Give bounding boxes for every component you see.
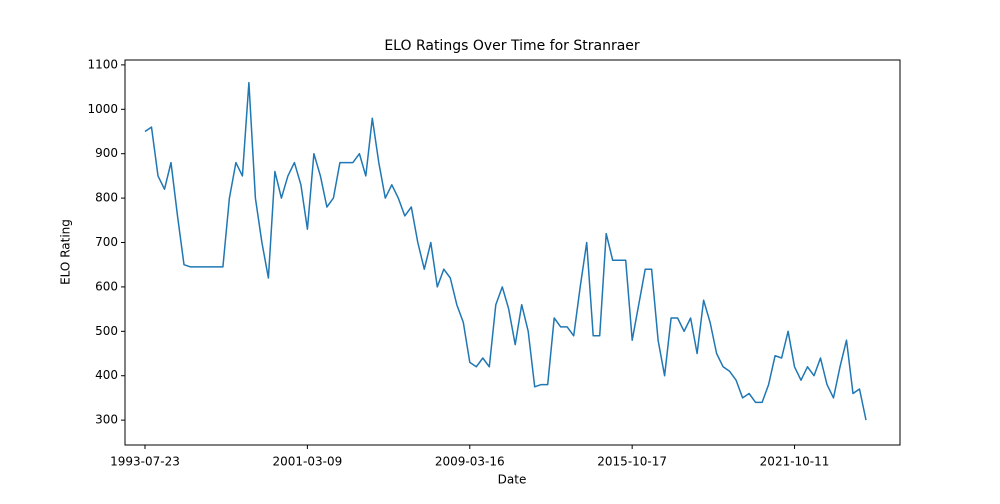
chart-title: ELO Ratings Over Time for Stranraer — [384, 38, 640, 54]
y-tick-label: 300 — [95, 413, 118, 427]
y-tick-label: 400 — [95, 368, 118, 382]
y-axis-label: ELO Rating — [59, 219, 73, 285]
y-tick-label: 900 — [95, 146, 118, 160]
y-tick-label: 600 — [95, 279, 118, 293]
plot-frame — [124, 59, 901, 446]
y-tick-label: 1000 — [87, 102, 118, 116]
data-line — [144, 81, 867, 421]
x-tick-label: 2015-10-17 — [597, 455, 667, 469]
x-axis-label: Date — [498, 473, 527, 487]
x-tick-label: 2001-03-09 — [273, 455, 343, 469]
x-tick-label: 2009-03-16 — [435, 455, 505, 469]
y-tick-label: 1100 — [87, 57, 118, 71]
x-tick-label: 2021-10-11 — [760, 455, 830, 469]
y-tick-label: 700 — [95, 235, 118, 249]
x-tick-label: 1993-07-23 — [110, 455, 180, 469]
y-tick-label: 500 — [95, 324, 118, 338]
y-tick-label: 800 — [95, 191, 118, 205]
